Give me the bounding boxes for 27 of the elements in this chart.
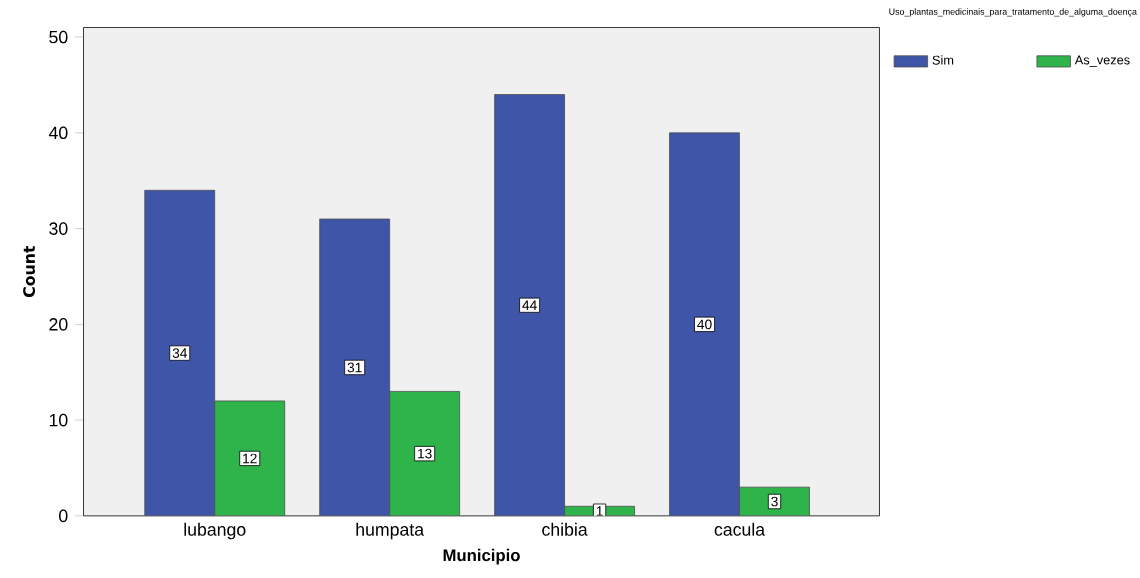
data-label: 34 xyxy=(172,348,187,359)
x-tick-label: lubango xyxy=(184,522,246,540)
data-label: 31 xyxy=(347,362,362,373)
bar xyxy=(144,190,216,516)
x-tick-label: cacula xyxy=(714,522,766,536)
x-axis-title: Municipio xyxy=(443,548,520,565)
y-tick-label: 40 xyxy=(48,126,68,140)
legend-title: Uso_plantas_medicinais_para_tratamento_de_alguma_doença xyxy=(889,8,1137,17)
y-tick-label: 20 xyxy=(49,318,68,331)
x-tick-label: humpata xyxy=(356,522,425,540)
data-label: 1 xyxy=(596,506,603,516)
x-tick-label: chibia xyxy=(542,522,588,536)
data-label: 40 xyxy=(697,319,712,330)
data-label: 3 xyxy=(771,496,778,507)
y-tick-label: 10 xyxy=(49,413,68,427)
data-label: 13 xyxy=(418,448,432,459)
y-tick-label: 30 xyxy=(49,222,68,235)
data-label: 12 xyxy=(243,453,257,464)
legend-label: As_vezes xyxy=(1074,55,1130,67)
y-tick-label: 50 xyxy=(49,30,68,44)
y-tick-label: 0 xyxy=(59,509,68,523)
data-label: 44 xyxy=(522,300,537,311)
legend-label: Sim xyxy=(932,55,954,65)
bar xyxy=(669,132,740,516)
bar xyxy=(494,94,565,516)
y-axis-title: Count xyxy=(23,246,36,298)
bar xyxy=(319,218,391,516)
